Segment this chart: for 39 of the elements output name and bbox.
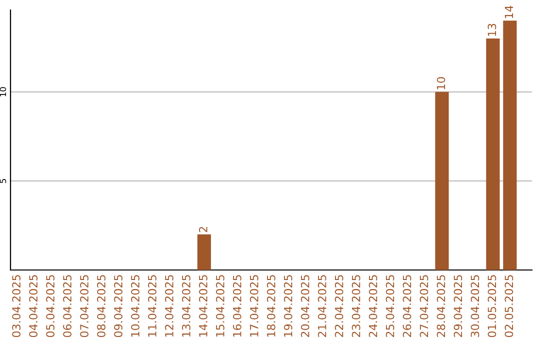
x-tick-label: 16.04.2025 [232,275,242,337]
x-tick-label: 05.04.2025 [46,275,54,338]
x-tick-label: 10.04.2025 [131,275,140,337]
x-tick-label: 04.04.2025 [29,275,38,338]
x-tick-label: 02.05.2025 [504,275,514,338]
x-tick-label: 12.04.2025 [164,275,174,337]
bar [197,234,211,270]
x-tick-label: 28.04.2025 [436,275,446,337]
x-tick-label: 19.04.2025 [284,275,292,337]
x-tick-label: 29.04.2025 [454,275,462,337]
x-tick-label: 23.04.2025 [352,275,360,337]
x-tick-label: 27.04.2025 [420,275,428,337]
x-tick-label: 09.04.2025 [114,275,122,338]
x-tick-label: 17.04.2025 [250,275,258,337]
data-label: 2 [198,227,208,232]
x-tick-label: 18.04.2025 [266,275,276,337]
x-tick-label: 26.04.2025 [402,275,412,337]
x-tick-label: 08.04.2025 [97,275,106,338]
x-tick-label: 13.04.2025 [182,275,190,337]
x-tick-label: 20.04.2025 [300,275,310,337]
data-label: 10 [436,77,446,90]
x-tick-label: 22.04.2025 [334,275,344,337]
x-tick-label: 25.04.2025 [386,275,394,337]
bar [503,20,517,270]
bar [435,92,449,270]
x-tick-label: 03.04.2025 [12,275,21,338]
x-tick-label: 21.04.2025 [318,275,326,337]
x-tick-label: 30.04.2025 [470,275,480,337]
x-tick-label: 24.04.2025 [368,275,378,337]
data-label: 14 [504,6,513,18]
x-tick-label: 07.04.2025 [80,275,88,338]
x-tick-label: 14.04.2025 [198,275,208,337]
data-label: 13 [488,24,496,36]
x-tick-label: 15.04.2025 [216,275,224,337]
x-tick-label: 01.05.2025 [488,275,496,338]
bar [486,38,500,270]
x-tick-label: 06.04.2025 [63,275,72,338]
y-tick-label: 5 [0,179,6,183]
x-tick-label: 11.04.2025 [148,275,156,337]
